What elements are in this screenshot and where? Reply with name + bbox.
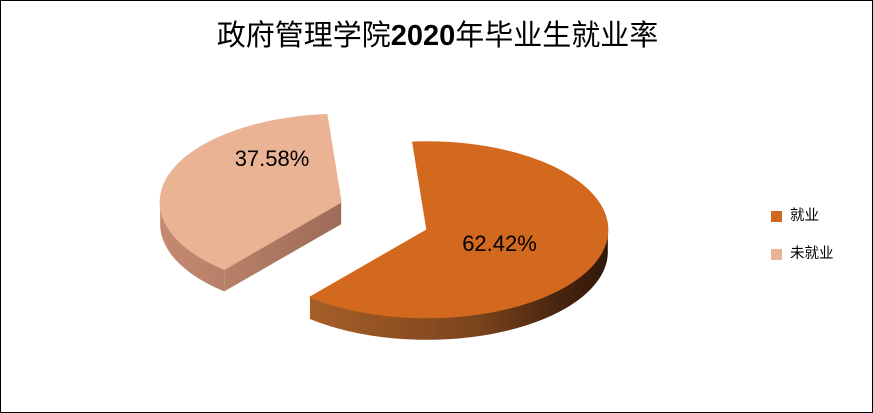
svg-text:62.42%: 62.42%	[462, 231, 537, 256]
svg-text:37.58%: 37.58%	[235, 146, 310, 171]
